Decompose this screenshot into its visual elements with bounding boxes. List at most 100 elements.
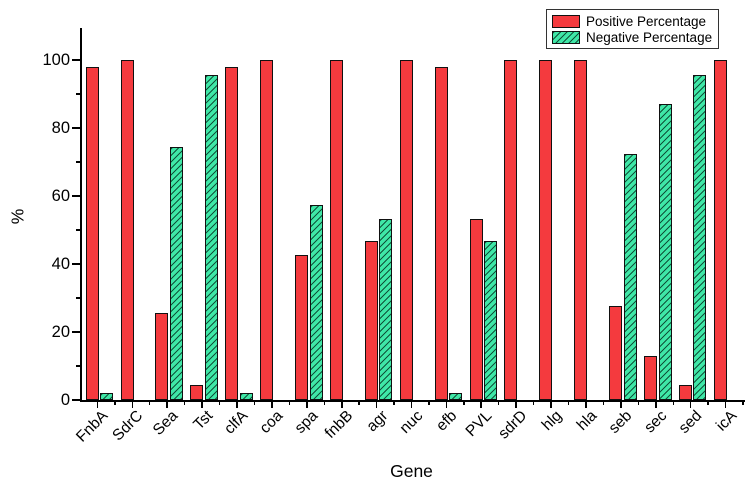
x-axis-tick-label: Tst: [190, 407, 217, 434]
x-axis-minor-tick: [323, 401, 325, 405]
legend: Positive Percentage Negative Percentage: [546, 9, 720, 49]
x-axis-minor-tick: [253, 401, 256, 405]
x-axis-tick-label: FnbA: [73, 407, 112, 446]
x-axis-minor-tick: [498, 401, 500, 405]
x-axis-major-tick: [585, 401, 587, 408]
x-axis-major-tick: [515, 401, 517, 408]
y-axis-tick-label: 80: [51, 118, 70, 137]
bar-positive-PVL: [469, 219, 483, 400]
bar-positive-icA: [713, 60, 727, 400]
x-axis-minor-tick: [149, 401, 151, 405]
y-axis-major-tick: [72, 127, 80, 129]
bar-positive-fnbB: [329, 60, 343, 400]
x-axis-minor-tick: [218, 401, 221, 405]
x-axis-minor-tick: [742, 401, 744, 405]
y-axis-tick-label: 100: [42, 50, 70, 69]
x-axis-major-tick: [166, 401, 169, 408]
x-axis-major-tick: [375, 401, 378, 408]
x-axis-tick-label: sdrD: [495, 407, 531, 443]
x-axis-tick-label: sed: [675, 407, 705, 437]
legend-item: Negative Percentage: [552, 29, 712, 45]
bar-negative-sed: [693, 74, 707, 400]
bar-positive-spa: [295, 255, 309, 400]
x-axis-tick-label: nuc: [396, 407, 426, 437]
y-axis-title: %: [7, 208, 28, 225]
y-axis-major-tick: [72, 195, 80, 197]
x-axis-tick-label: SdrC: [109, 407, 147, 445]
y-axis-minor-tick: [75, 93, 80, 95]
bar-negative-Sea: [169, 146, 183, 400]
bar-negative-seb: [623, 154, 637, 400]
positive-swatch-icon: [552, 14, 580, 28]
y-axis-minor-tick: [75, 161, 80, 163]
legend-label: Negative Percentage: [586, 29, 713, 45]
x-axis-minor-tick: [672, 401, 674, 405]
x-axis-minor-tick: [707, 401, 709, 405]
x-axis-tick-label: hlg: [538, 407, 566, 434]
bar-negative-agr: [379, 219, 393, 400]
x-axis-minor-tick: [602, 401, 605, 405]
bar-negative-spa: [309, 204, 323, 400]
plot-area: [80, 28, 745, 402]
x-axis-tick-label: sec: [640, 407, 671, 437]
negative-swatch-icon: [552, 30, 580, 44]
x-axis-minor-tick: [637, 401, 639, 405]
y-axis-tick-label: 20: [51, 322, 70, 341]
bar-negative-PVL: [484, 240, 498, 400]
x-axis-tick-label: clfA: [221, 407, 252, 438]
x-axis-tick-label: coa: [256, 407, 287, 437]
bar-positive-sec: [644, 356, 657, 400]
bar-positive-hla: [574, 60, 588, 400]
y-axis-major-tick: [72, 263, 80, 265]
bar-positive-clfA: [225, 67, 239, 400]
bar-positive-coa: [260, 60, 274, 400]
bar-positive-sdrD: [504, 60, 518, 400]
legend-label: Positive Percentage: [586, 13, 707, 29]
x-axis-tick-label: Sea: [150, 407, 182, 439]
bar-positive-hlg: [539, 60, 553, 400]
bar-negative-efb: [449, 392, 463, 400]
x-axis-minor-tick: [358, 401, 360, 405]
y-axis-minor-tick: [75, 229, 80, 231]
x-axis-major-tick: [550, 401, 552, 408]
x-axis-major-tick: [236, 401, 238, 408]
x-axis-tick-label: efb: [433, 407, 461, 435]
x-axis-tick-label: agr: [363, 407, 391, 436]
x-axis-major-tick: [480, 401, 483, 408]
x-axis-major-tick: [689, 401, 692, 408]
x-axis-tick-label: icA: [712, 407, 740, 435]
bar-positive-SdrC: [120, 60, 134, 400]
x-axis-minor-tick: [288, 401, 291, 405]
x-axis-major-tick: [271, 401, 273, 408]
y-axis-major-tick: [72, 331, 80, 333]
bar-negative-sec: [658, 103, 672, 400]
y-axis-minor-tick: [75, 365, 80, 367]
bar-positive-seb: [609, 305, 623, 400]
x-axis-tick-label: spa: [291, 407, 322, 437]
bar-positive-FnbA: [85, 67, 99, 400]
bar-positive-Sea: [155, 313, 169, 400]
x-axis-major-tick: [724, 401, 727, 408]
legend-item: Positive Percentage: [552, 13, 712, 29]
x-axis-tick-label: seb: [605, 407, 636, 437]
x-axis-major-tick: [340, 401, 343, 408]
y-axis-tick-label: 60: [51, 186, 70, 205]
y-axis-tick-label: 40: [51, 254, 70, 273]
y-axis-minor-tick: [75, 297, 80, 299]
x-axis-tick-label: PVL: [462, 407, 496, 441]
bar-positive-nuc: [399, 60, 413, 400]
x-axis-minor-tick: [532, 401, 535, 405]
x-axis-minor-tick: [567, 401, 570, 405]
x-axis-major-tick: [131, 401, 134, 408]
x-axis-minor-tick: [463, 401, 465, 405]
bar-negative-Tst: [204, 74, 218, 400]
bar-negative-clfA: [239, 392, 253, 400]
x-axis-tick-label: hla: [573, 407, 601, 434]
y-axis-tick-label: 0: [60, 390, 70, 409]
x-axis-major-tick: [306, 401, 308, 408]
bar-positive-sed: [678, 385, 692, 400]
bar-negative-FnbA: [100, 392, 114, 400]
bar-positive-Tst: [190, 385, 204, 400]
bar-positive-efb: [434, 67, 448, 400]
